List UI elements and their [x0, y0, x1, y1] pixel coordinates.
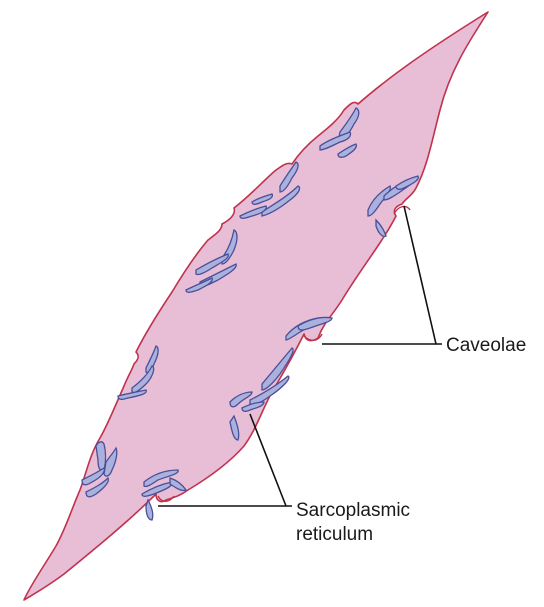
- caveolae-label: Caveolae: [446, 335, 526, 356]
- sr-cluster-upper-left: [239, 161, 301, 219]
- sarcoplasmic-reticulum-label-line2: reticulum: [296, 524, 373, 545]
- sr-tubule: [117, 389, 147, 400]
- sr-cluster-left-upper: [185, 229, 238, 293]
- caveola-notch: [303, 333, 323, 341]
- sr-leader-upper: [249, 413, 292, 507]
- sr-cluster-lower-left: [81, 441, 118, 498]
- caveolae-leader-upper: [403, 205, 442, 345]
- sr-tubule: [185, 277, 213, 293]
- sr-tubule: [81, 467, 106, 486]
- sr-tubule: [279, 161, 299, 193]
- sr-tubule: [261, 347, 294, 391]
- caveola-notch: [393, 205, 411, 215]
- sr-tubule: [241, 401, 265, 412]
- caveola-notch: [157, 495, 175, 502]
- sr-tubule: [195, 253, 229, 276]
- sr-tubule: [169, 477, 187, 492]
- smooth-muscle-cell: [23, 11, 489, 601]
- sr-tubule: [229, 391, 253, 408]
- sr-cluster-bottom: [141, 469, 187, 521]
- sr-tubule: [395, 175, 419, 190]
- sr-tubule: [85, 476, 110, 498]
- sr-tubule: [143, 469, 179, 488]
- sr-tubule: [145, 498, 154, 521]
- sr-tubule: [297, 316, 333, 331]
- sr-tubule: [261, 185, 301, 217]
- sr-tubule: [319, 131, 352, 151]
- sarcoplasmic-reticulum-label-line1: Sarcoplasmic: [296, 500, 410, 521]
- sr-tubule: [251, 193, 274, 205]
- sr-tubule: [375, 218, 387, 238]
- sr-tubule: [239, 205, 267, 219]
- sr-cluster-top: [319, 107, 360, 158]
- sr-cluster-left-mid: [117, 345, 159, 400]
- sr-tubule: [229, 414, 240, 441]
- sr-cluster-lower-center: [229, 391, 265, 441]
- sr-tubule: [95, 441, 107, 472]
- sr-tubule: [103, 446, 118, 477]
- sr-tubule: [141, 481, 173, 497]
- sr-tubule: [337, 143, 358, 158]
- sr-cluster-right: [367, 175, 419, 238]
